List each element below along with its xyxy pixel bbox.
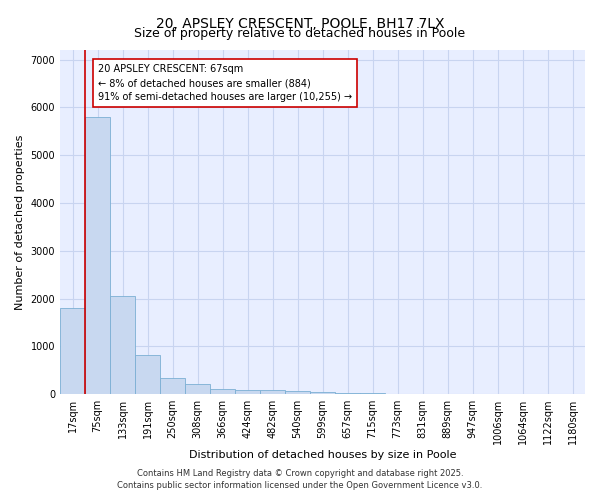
Bar <box>335 393 360 394</box>
Bar <box>85 117 110 394</box>
Text: Size of property relative to detached houses in Poole: Size of property relative to detached ho… <box>134 28 466 40</box>
Bar <box>60 308 85 394</box>
Y-axis label: Number of detached properties: Number of detached properties <box>15 134 25 310</box>
Bar <box>160 378 185 394</box>
X-axis label: Distribution of detached houses by size in Poole: Distribution of detached houses by size … <box>189 450 456 460</box>
Text: 20, APSLEY CRESCENT, POOLE, BH17 7LX: 20, APSLEY CRESCENT, POOLE, BH17 7LX <box>156 18 444 32</box>
Bar <box>110 296 135 394</box>
Bar <box>185 384 210 394</box>
Bar <box>235 390 260 394</box>
Bar <box>310 392 335 394</box>
Bar <box>135 355 160 394</box>
Bar <box>260 390 285 394</box>
Bar <box>285 391 310 394</box>
Bar <box>210 389 235 394</box>
Text: Contains HM Land Registry data © Crown copyright and database right 2025.
Contai: Contains HM Land Registry data © Crown c… <box>118 468 482 490</box>
Bar <box>360 393 385 394</box>
Text: 20 APSLEY CRESCENT: 67sqm
← 8% of detached houses are smaller (884)
91% of semi-: 20 APSLEY CRESCENT: 67sqm ← 8% of detach… <box>98 64 352 102</box>
